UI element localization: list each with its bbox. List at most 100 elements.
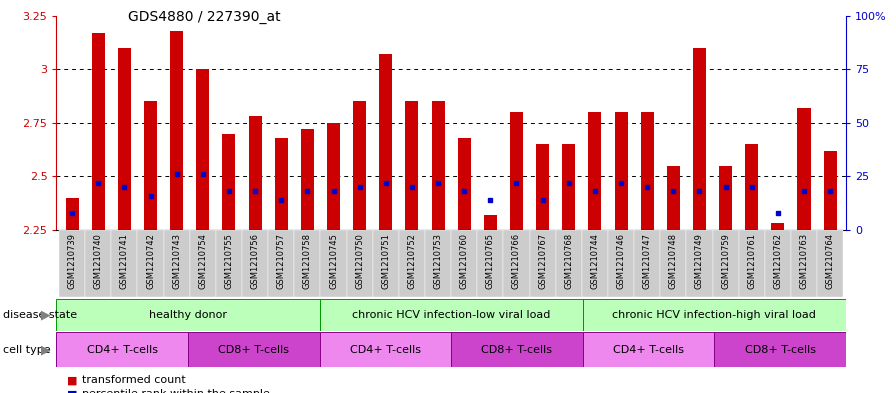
Text: percentile rank within the sample: percentile rank within the sample	[82, 389, 271, 393]
Text: chronic HCV infection-high viral load: chronic HCV infection-high viral load	[612, 310, 816, 320]
Bar	[530, 230, 556, 297]
Bar	[144, 101, 157, 230]
Text: GSM1210747: GSM1210747	[642, 233, 651, 289]
Text: CD8+ T-cells: CD8+ T-cells	[481, 345, 553, 355]
Bar	[589, 112, 601, 230]
Bar	[56, 332, 188, 367]
Bar	[353, 101, 366, 230]
Bar	[582, 299, 846, 331]
Bar	[660, 230, 686, 297]
Text: GSM1210742: GSM1210742	[146, 233, 155, 289]
Bar	[268, 230, 294, 297]
Bar	[484, 215, 497, 230]
Bar	[85, 230, 111, 297]
Bar	[797, 108, 811, 230]
Bar	[164, 230, 190, 297]
Text: GSM1210745: GSM1210745	[329, 233, 338, 289]
Bar	[765, 230, 791, 297]
Bar	[823, 151, 837, 230]
Text: GSM1210749: GSM1210749	[695, 233, 704, 289]
Bar	[275, 138, 288, 230]
Text: transformed count: transformed count	[82, 375, 186, 386]
Bar	[170, 31, 183, 230]
Bar	[582, 332, 714, 367]
Text: GSM1210755: GSM1210755	[225, 233, 234, 289]
Bar	[615, 112, 627, 230]
Text: disease state: disease state	[3, 310, 77, 320]
Bar	[817, 230, 843, 297]
Text: healthy donor: healthy donor	[149, 310, 227, 320]
Bar	[582, 230, 608, 297]
Bar	[719, 166, 732, 230]
Text: ▶: ▶	[41, 343, 50, 356]
Bar	[451, 332, 582, 367]
Text: GSM1210743: GSM1210743	[172, 233, 181, 289]
Text: ■: ■	[67, 375, 78, 386]
Text: GSM1210768: GSM1210768	[564, 233, 573, 289]
Bar	[562, 144, 575, 230]
Text: GSM1210753: GSM1210753	[434, 233, 443, 289]
Text: GSM1210763: GSM1210763	[799, 233, 808, 289]
Text: CD4+ T-cells: CD4+ T-cells	[613, 345, 684, 355]
Bar	[641, 112, 654, 230]
Bar	[321, 230, 347, 297]
Text: GSM1210751: GSM1210751	[382, 233, 391, 289]
Bar	[425, 230, 451, 297]
Bar	[118, 48, 131, 230]
Bar	[536, 144, 549, 230]
Bar	[608, 230, 634, 297]
Text: GSM1210756: GSM1210756	[251, 233, 260, 289]
Bar	[745, 144, 758, 230]
Bar	[56, 299, 320, 331]
Bar	[791, 230, 817, 297]
Text: GSM1210767: GSM1210767	[538, 233, 547, 289]
Text: GDS4880 / 227390_at: GDS4880 / 227390_at	[128, 10, 280, 24]
Bar	[242, 230, 268, 297]
Text: GSM1210765: GSM1210765	[486, 233, 495, 289]
Bar	[714, 332, 846, 367]
Bar	[712, 230, 738, 297]
Bar	[65, 198, 79, 230]
Bar	[667, 166, 680, 230]
Text: CD8+ T-cells: CD8+ T-cells	[219, 345, 289, 355]
Bar	[379, 54, 392, 230]
Bar	[693, 48, 706, 230]
Text: GSM1210761: GSM1210761	[747, 233, 756, 289]
Bar	[59, 230, 85, 297]
Bar	[222, 134, 236, 230]
Text: GSM1210746: GSM1210746	[616, 233, 625, 289]
Bar	[556, 230, 582, 297]
Text: GSM1210757: GSM1210757	[277, 233, 286, 289]
Bar	[451, 230, 478, 297]
Bar	[405, 101, 418, 230]
Text: GSM1210740: GSM1210740	[94, 233, 103, 289]
Text: CD4+ T-cells: CD4+ T-cells	[349, 345, 421, 355]
Bar	[294, 230, 321, 297]
Text: GSM1210762: GSM1210762	[773, 233, 782, 289]
Text: GSM1210739: GSM1210739	[67, 233, 77, 289]
Text: GSM1210766: GSM1210766	[512, 233, 521, 289]
Bar	[248, 116, 262, 230]
Bar	[373, 230, 399, 297]
Text: GSM1210759: GSM1210759	[721, 233, 730, 289]
Bar	[738, 230, 765, 297]
Text: GSM1210750: GSM1210750	[355, 233, 364, 289]
Bar	[320, 332, 452, 367]
Text: CD8+ T-cells: CD8+ T-cells	[745, 345, 815, 355]
Text: ■: ■	[67, 389, 78, 393]
Bar	[478, 230, 504, 297]
Bar	[458, 138, 470, 230]
Text: GSM1210754: GSM1210754	[198, 233, 207, 289]
Text: GSM1210764: GSM1210764	[825, 233, 835, 289]
Bar	[190, 230, 216, 297]
Bar	[301, 129, 314, 230]
Bar	[399, 230, 425, 297]
Text: CD4+ T-cells: CD4+ T-cells	[87, 345, 158, 355]
Text: GSM1210760: GSM1210760	[460, 233, 469, 289]
Bar	[188, 332, 320, 367]
Bar	[196, 69, 210, 230]
Bar	[510, 112, 523, 230]
Text: GSM1210748: GSM1210748	[668, 233, 677, 289]
Text: chronic HCV infection-low viral load: chronic HCV infection-low viral load	[352, 310, 550, 320]
Bar	[216, 230, 242, 297]
